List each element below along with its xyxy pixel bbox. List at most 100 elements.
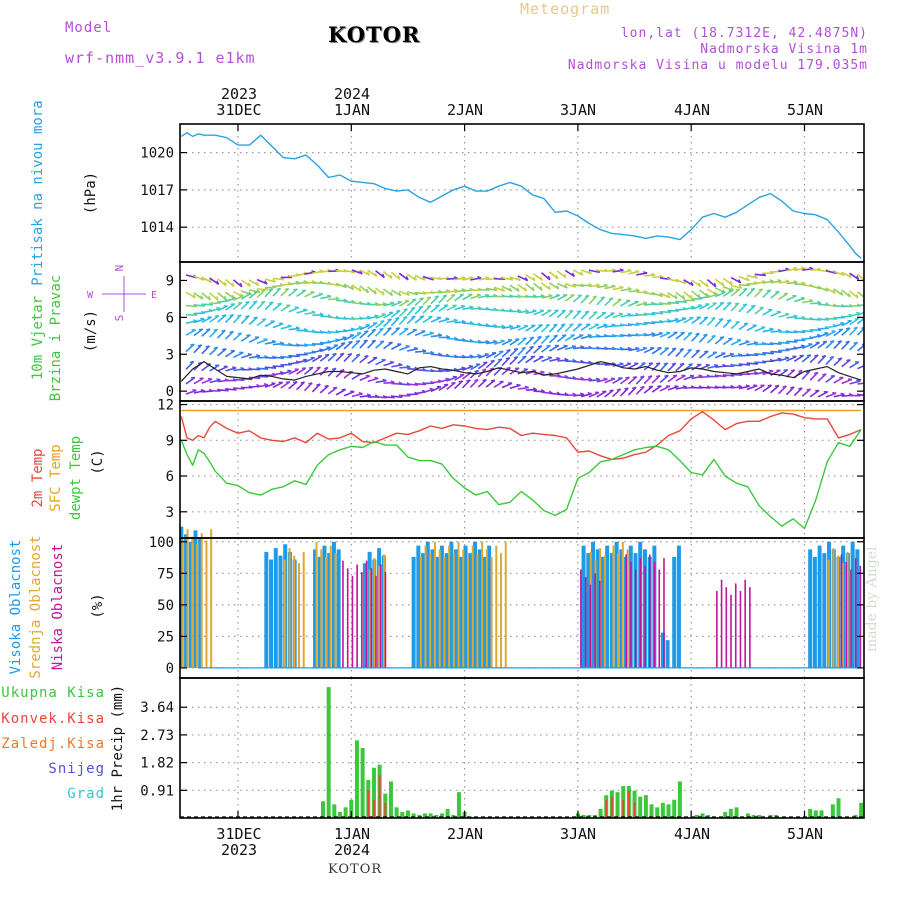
dewpoint-axis-label: dewpt Temp [68,436,84,520]
wind-arrow [391,301,402,307]
wind-arrow-head [690,281,694,286]
wind-arrow-head [371,328,376,332]
high-cloud-axis-label: Visoka Oblacnost [8,540,24,675]
wind-arrow [786,295,797,302]
wind-arrow-head [379,340,385,343]
wind-arrow [556,294,568,301]
wind-arrow-head [580,345,585,348]
wind-arrow [849,290,859,299]
wind-arrow [272,277,284,281]
wind-arrow [533,324,543,333]
wind-arrow-head [358,287,362,292]
top-date-4: 4JAN [647,102,737,118]
wind-arrow [517,346,527,356]
wind-arrow-head [745,340,750,343]
wind-arrow [272,322,284,329]
wind-arrow-head [655,362,661,365]
wind-arrow [328,282,340,287]
wind-arrow [833,288,844,297]
wind-arrow [580,334,592,340]
wind-arrow-head [822,340,827,343]
wind-arrow [359,339,369,349]
wind-arrow-head [319,312,324,316]
wind-arrow [620,288,632,292]
wind-arrow-head [276,287,281,291]
wind-arrow-head [434,295,439,298]
wind-arrow [272,302,283,311]
wind-arrow [675,374,686,382]
wind-arrow [738,363,751,366]
wind-arrow [802,300,814,304]
wind-arrow [383,288,393,297]
wind-arrow [335,388,347,396]
wind-arrow [280,304,291,312]
wind-arrow-head [697,304,703,307]
wind-arrow [193,275,205,281]
wind-arrow-head [618,312,624,315]
wind-arrow [335,336,347,342]
wind-arrow [588,378,600,382]
wind-arrow [248,290,259,299]
wind-arrow-head [655,374,661,378]
wind-arrow [485,359,495,369]
wind-arrow [280,325,292,330]
wind-arrow-head [705,282,709,288]
wind-arrow-head [396,309,401,312]
wind-arrow-head [727,319,732,322]
wind-arrow-head [453,288,458,292]
wind-arrow-head [856,311,861,314]
wind-arrow-head [766,289,771,292]
wind-arrow [256,338,268,344]
wind-arrow-head [647,375,653,378]
panel-frame [179,123,865,263]
wind-arrow [849,312,861,318]
precip-bar-total [649,804,654,818]
footer-station: KOTOR [328,862,383,877]
wind-arrow [596,324,608,330]
wind-arrow-head [445,334,451,338]
wind-arrow [857,393,864,397]
wind-arrow-head [529,336,534,339]
wind-arrow [367,286,377,295]
wind-arrow [746,304,756,314]
precip-axis-label: 1hr Precip (mm) [110,685,126,811]
wind-arrow [706,334,716,344]
wind-arrow-head [727,301,732,305]
wind-arrow-head [406,364,411,368]
wind-arrow-head [624,387,629,390]
wind-arrow-head [821,354,826,358]
wind-arrow [509,356,519,366]
wind-arrow-head [453,276,458,279]
wind-arrow [272,342,284,346]
wind-arrow-head [809,298,814,302]
wind-arrow [572,294,583,303]
wind-arrow [414,297,424,306]
wind-arrow [422,315,433,324]
wind-arrow [620,362,632,368]
wind-arrow [296,309,308,314]
wind-arrow-head [390,291,394,296]
wind-arrow [714,318,724,328]
precip-bar-total [371,767,376,818]
wind-arrow [414,305,424,315]
wind-arrow-head [856,275,860,280]
wind-arrow-head [754,274,759,279]
wind-arrow [644,274,656,277]
wind-arrow-head [411,315,416,318]
wind-arrow-head [389,274,393,279]
wind-arrow-head [410,306,416,310]
wind-arrow-head [284,287,289,291]
wind-arrow-head [485,276,490,279]
wind-arrow-head [729,352,734,355]
wind-arrow-head [546,344,551,347]
wind-arrow [841,320,852,327]
wind-arrow-head [422,276,426,281]
wind-arrow-head [865,303,869,304]
y-tick-label: 3 [166,347,174,363]
wind-arrow [249,368,261,371]
top-date-0: 2023 31DEC [194,86,284,118]
wind-arrow-head [651,301,656,305]
wind-arrow [288,281,300,286]
wind-arrow-head [374,289,377,295]
wind-arrow [501,339,513,346]
